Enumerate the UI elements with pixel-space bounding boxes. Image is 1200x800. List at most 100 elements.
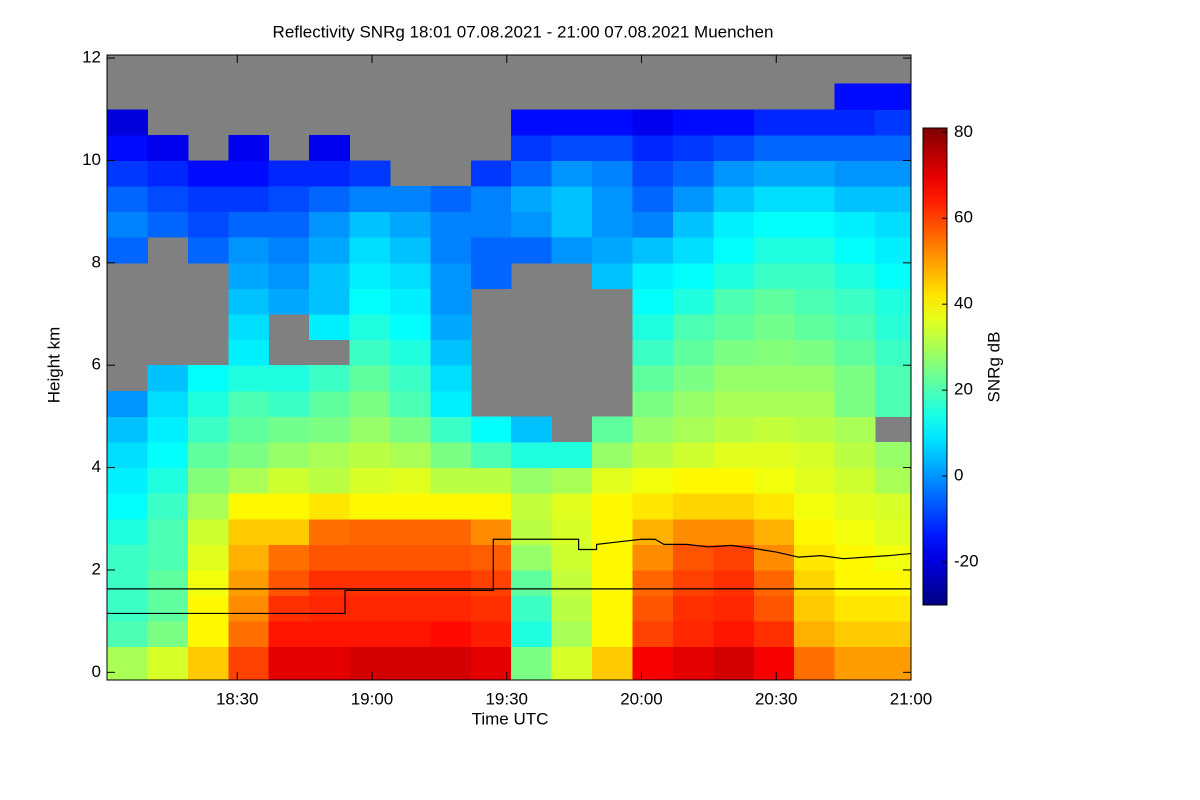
heatmap-cell xyxy=(309,390,351,417)
heatmap-cell xyxy=(107,569,148,597)
heatmap-cell xyxy=(389,339,431,366)
heatmap-cell xyxy=(713,262,755,289)
heatmap-cell xyxy=(389,365,431,392)
heatmap-cell xyxy=(228,314,270,341)
heatmap-cell xyxy=(672,493,714,520)
y-axis-label: Height km xyxy=(44,327,63,404)
heatmap-cell xyxy=(713,211,755,238)
heatmap-cell xyxy=(309,544,351,571)
heatmap-cell xyxy=(753,314,795,341)
heatmap-cell xyxy=(349,186,391,213)
heatmap-cell xyxy=(672,518,714,545)
heatmap-cell xyxy=(632,441,674,469)
heatmap-cell xyxy=(753,467,795,494)
heatmap-cell xyxy=(268,186,310,213)
heatmap-cell xyxy=(834,186,876,213)
heatmap-cell xyxy=(430,314,472,341)
heatmap-cell xyxy=(268,288,310,315)
heatmap-cell xyxy=(430,518,472,545)
heatmap-cell xyxy=(875,646,911,680)
heatmap-cell xyxy=(349,237,391,264)
heatmap-cell xyxy=(470,467,512,494)
heatmap-cell xyxy=(430,237,472,264)
heatmap-cell xyxy=(187,237,229,264)
y-tick-label: 0 xyxy=(92,662,101,681)
heatmap-cell xyxy=(147,416,189,443)
heatmap-cell xyxy=(349,569,391,597)
heatmap-cell xyxy=(632,569,674,597)
heatmap-cell xyxy=(107,186,148,213)
heatmap-cell xyxy=(187,365,229,392)
heatmap-cell xyxy=(187,211,229,238)
heatmap-cell xyxy=(592,646,634,680)
heatmap xyxy=(107,83,911,680)
heatmap-cell xyxy=(309,416,351,443)
heatmap-cell xyxy=(430,339,472,366)
heatmap-cell xyxy=(834,288,876,315)
heatmap-cell xyxy=(430,365,472,392)
heatmap-cell xyxy=(349,390,391,417)
heatmap-cell xyxy=(713,493,755,520)
heatmap-cell xyxy=(834,134,876,161)
heatmap-cell xyxy=(107,595,148,622)
heatmap-cell xyxy=(753,621,795,648)
heatmap-cell xyxy=(794,339,836,366)
heatmap-cell xyxy=(147,134,189,161)
heatmap-cell xyxy=(228,544,270,571)
heatmap-cell xyxy=(511,109,553,136)
heatmap-cell xyxy=(875,621,911,648)
heatmap-cell xyxy=(551,569,593,597)
heatmap-cell xyxy=(794,390,836,417)
heatmap-cell xyxy=(511,416,553,443)
heatmap-cell xyxy=(551,134,593,161)
heatmap-cell xyxy=(228,365,270,392)
heatmap-cell xyxy=(147,621,189,648)
heatmap-cell xyxy=(875,569,911,597)
heatmap-cell xyxy=(794,518,836,545)
heatmap-cell xyxy=(834,595,876,622)
heatmap-cell xyxy=(309,441,351,469)
heatmap-cell xyxy=(875,288,911,315)
heatmap-cell xyxy=(672,211,714,238)
heatmap-cell xyxy=(672,339,714,366)
heatmap-cell xyxy=(309,314,351,341)
heatmap-cell xyxy=(592,211,634,238)
heatmap-cell xyxy=(349,288,391,315)
heatmap-cell xyxy=(713,339,755,366)
heatmap-cell xyxy=(389,595,431,622)
heatmap-cell xyxy=(470,621,512,648)
heatmap-cell xyxy=(753,595,795,622)
heatmap-cell xyxy=(228,621,270,648)
heatmap-cell xyxy=(753,646,795,680)
heatmap-cell xyxy=(551,160,593,187)
heatmap-cell xyxy=(632,211,674,238)
heatmap-cell xyxy=(470,493,512,520)
x-tick-label: 19:00 xyxy=(351,689,394,708)
heatmap-cell xyxy=(753,544,795,571)
heatmap-cell xyxy=(834,441,876,469)
heatmap-cell xyxy=(632,186,674,213)
heatmap-cell xyxy=(794,595,836,622)
heatmap-cell xyxy=(632,646,674,680)
heatmap-cell xyxy=(834,467,876,494)
heatmap-cell xyxy=(511,646,553,680)
heatmap-cell xyxy=(713,314,755,341)
heatmap-cell xyxy=(147,569,189,597)
heatmap-cell xyxy=(713,441,755,469)
heatmap-cell xyxy=(309,365,351,392)
heatmap-cell xyxy=(147,365,189,392)
heatmap-cell xyxy=(268,493,310,520)
heatmap-cell xyxy=(713,186,755,213)
heatmap-cell xyxy=(672,237,714,264)
heatmap-cell xyxy=(187,621,229,648)
heatmap-cell xyxy=(228,569,270,597)
heatmap-cell xyxy=(107,646,148,680)
heatmap-cell xyxy=(875,544,911,571)
heatmap-cell xyxy=(632,365,674,392)
heatmap-cell xyxy=(228,416,270,443)
heatmap-cell xyxy=(551,493,593,520)
y-tick-label: 10 xyxy=(82,150,101,169)
heatmap-cell xyxy=(309,518,351,545)
heatmap-cell xyxy=(309,160,351,187)
heatmap-cell xyxy=(389,646,431,680)
